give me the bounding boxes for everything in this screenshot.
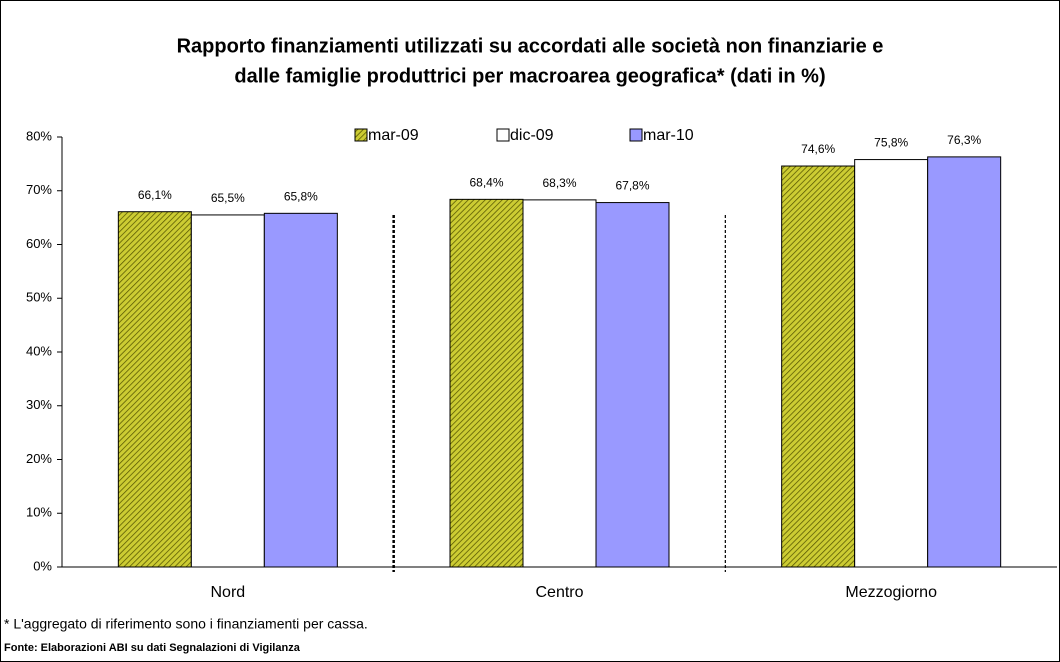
bar xyxy=(449,198,524,568)
legend-label: dic-09 xyxy=(510,127,554,144)
y-tick-label: 0% xyxy=(33,558,52,573)
value-label: 68,4% xyxy=(469,176,503,190)
bar xyxy=(190,214,265,568)
x-tick-label: Centro xyxy=(535,584,583,601)
x-tick-label: Mezzogiorno xyxy=(845,584,937,601)
bar xyxy=(854,159,929,568)
value-label: 65,8% xyxy=(284,189,318,203)
bar xyxy=(927,156,1002,568)
value-label: 74,6% xyxy=(801,142,835,156)
legend-swatch xyxy=(354,128,368,142)
legend-label: mar-10 xyxy=(643,127,694,144)
legend-swatch xyxy=(496,128,510,142)
legend-swatch xyxy=(629,128,643,142)
y-tick-label: 60% xyxy=(26,236,52,251)
footnote: * L'aggregato di riferimento sono i fina… xyxy=(4,616,368,632)
y-tick-label: 40% xyxy=(26,343,52,358)
value-label: 68,3% xyxy=(542,176,576,190)
value-label: 75,8% xyxy=(874,136,908,150)
y-tick-label: 10% xyxy=(26,505,52,520)
chart-title: Rapporto finanziamenti utilizzati su acc… xyxy=(177,35,884,57)
y-tick-label: 20% xyxy=(26,451,52,466)
legend-label: mar-09 xyxy=(368,127,419,144)
bar xyxy=(522,199,597,568)
y-tick-label: 30% xyxy=(26,397,52,412)
bar xyxy=(117,211,192,568)
y-tick-label: 70% xyxy=(26,182,52,197)
bar xyxy=(263,212,338,568)
bar xyxy=(781,165,856,568)
x-tick-label: Nord xyxy=(210,584,245,601)
chart-title: dalle famiglie produttrici per macroarea… xyxy=(234,65,825,87)
y-tick-label: 50% xyxy=(26,290,52,305)
value-label: 76,3% xyxy=(947,133,981,147)
y-tick-label: 80% xyxy=(26,128,52,143)
value-label: 67,8% xyxy=(615,179,649,193)
value-label: 66,1% xyxy=(138,188,172,202)
source: Fonte: Elaborazioni ABI su dati Segnalaz… xyxy=(4,642,301,654)
value-label: 65,5% xyxy=(211,191,245,205)
bar xyxy=(595,202,670,568)
